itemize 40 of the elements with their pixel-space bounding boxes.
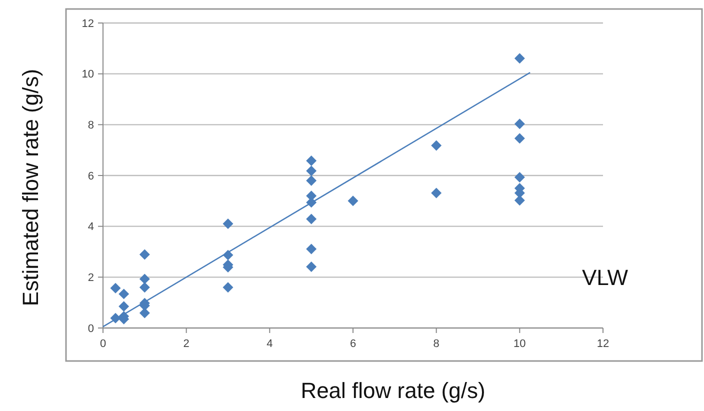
point	[110, 282, 121, 294]
x-tick-label: 4	[266, 338, 273, 350]
point	[222, 282, 234, 293]
point	[222, 218, 234, 230]
x-tick-label: 8	[433, 338, 440, 350]
x-tick-label: 6	[350, 338, 356, 350]
point	[514, 195, 525, 206]
point	[139, 282, 150, 293]
point	[306, 214, 317, 224]
point	[118, 288, 130, 300]
point	[431, 140, 442, 151]
point	[139, 249, 150, 260]
point	[514, 133, 525, 144]
point	[431, 188, 442, 198]
point	[306, 175, 317, 186]
y-tick-label: 0	[88, 322, 94, 335]
x-tick-label: 10	[514, 338, 526, 350]
annotation: VLW	[582, 265, 628, 290]
x-tick-label: 2	[183, 338, 190, 350]
x-axis-title: Real flow rate (g/s)	[300, 378, 486, 403]
point	[514, 118, 525, 130]
point	[139, 274, 150, 284]
y-tick-label: 8	[88, 120, 94, 132]
y-axis-title: Estimated flow rate (g/s)	[18, 68, 43, 306]
y-tick-label: 10	[82, 68, 94, 81]
x-tick-label: 12	[596, 338, 610, 350]
point	[348, 196, 358, 206]
point	[306, 244, 317, 254]
y-tick-label: 4	[88, 221, 94, 234]
point	[306, 166, 317, 176]
y-tick-label: 6	[88, 170, 94, 182]
point	[514, 172, 525, 183]
point	[118, 301, 130, 312]
point	[306, 262, 317, 272]
point	[306, 156, 317, 166]
point	[139, 308, 150, 318]
y-tick-label: 2	[88, 272, 94, 284]
point	[514, 53, 525, 64]
y-tick-label: 12	[82, 18, 94, 30]
x-tick-label: 0	[100, 338, 106, 350]
